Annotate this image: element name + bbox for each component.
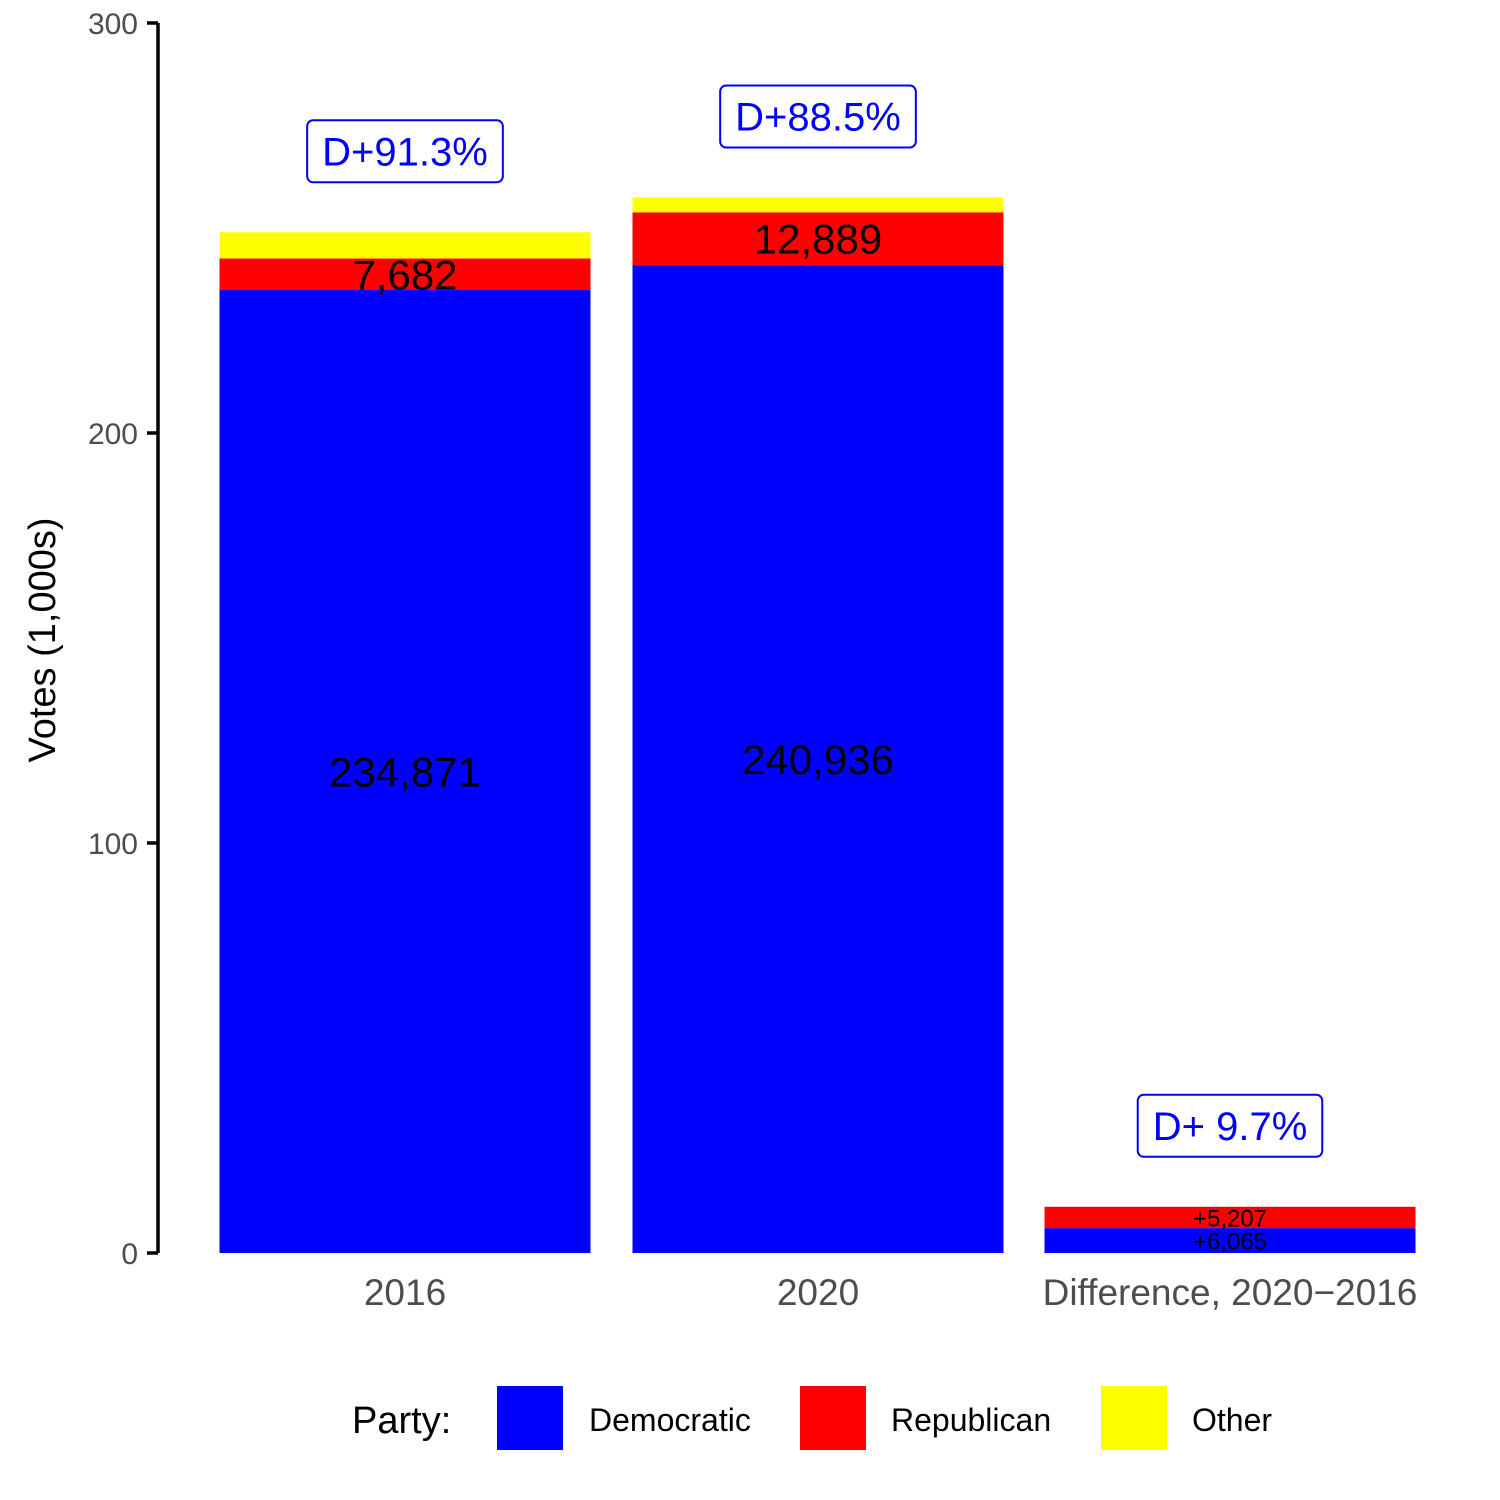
x-axis: 2016 2020 Difference, 2020−2016 [364,1272,1418,1313]
y-tick-label: 200 [88,418,138,451]
bar-segment-republican [219,258,591,291]
y-axis-title: Votes (1,000s) [22,517,64,762]
bar-segment-republican [1044,1206,1416,1229]
legend-label: Other [1192,1402,1272,1438]
bar-segment-democratic [219,290,591,1253]
legend-label: Republican [891,1402,1051,1438]
bar-segment-democratic [632,265,1004,1253]
legend-item-other: Other [1101,1386,1272,1450]
segment-value-label: 234,871 [329,749,481,796]
segment-value-label: 12,889 [754,216,882,263]
legend-label: Democratic [589,1402,751,1438]
segment-value-label: 7,682 [352,251,457,298]
bar-segment-other [632,197,1004,213]
y-axis: 0 100 200 300 [88,8,160,1271]
legend: Party: Democratic Republican Other [352,1386,1272,1450]
bar-group: 240,936 12,889 D+88.5% [632,84,1004,1253]
bar-segment-other [219,232,591,259]
y-tick-label: 300 [88,8,138,41]
bar-group: +6,065+5,207 D+ 9.7% [1044,1093,1416,1256]
segment-value-label: +6,065 [1193,1229,1267,1256]
bar-segment-democratic [1044,1228,1416,1253]
margin-label: D+88.5% [735,96,901,140]
x-tick-label: Difference, 2020−2016 [1043,1272,1418,1313]
legend-item-democratic: Democratic [497,1386,751,1450]
x-tick-label: 2020 [777,1272,859,1313]
segment-value-label: +5,207 [1193,1205,1267,1232]
y-tick-label: 0 [121,1238,138,1271]
margin-label-box [306,119,504,184]
bars: 234,871 7,682 D+91.3% 240,936 12,889 D+88.5% +… [219,84,1416,1256]
legend-item-republican: Republican [800,1386,1051,1450]
y-tick-label: 100 [88,828,138,861]
margin-label: D+ 9.7% [1153,1105,1308,1149]
margin-label-box [1136,1093,1324,1158]
legend-title: Party: [352,1400,451,1442]
legend-swatch [497,1386,563,1450]
margin-label: D+91.3% [322,130,488,174]
bar-group: 234,871 7,682 D+91.3% [219,119,591,1253]
segment-value-label: 240,936 [742,736,894,783]
legend-swatch [800,1386,866,1450]
margin-label-box [719,84,917,149]
x-tick-label: 2016 [364,1272,446,1313]
legend-swatch [1101,1386,1167,1450]
bar-segment-republican [632,212,1004,266]
